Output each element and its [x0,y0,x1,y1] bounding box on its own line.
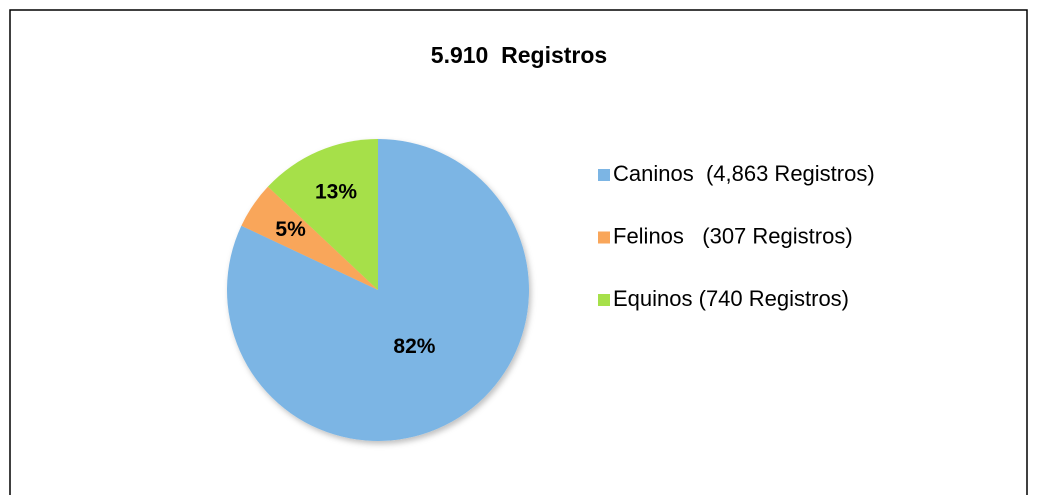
legend-swatch [598,169,610,181]
pie-slice [267,139,378,290]
legend-swatch [598,294,610,306]
pie [226,139,529,441]
legend-swatch [598,231,610,244]
data-label: 5% [275,218,306,241]
chart-title: 5.910 Registros [431,42,607,68]
data-label: 13% [315,181,357,204]
legend-label: Caninos (4,863 Registros) [613,161,875,186]
legend-label: Felinos (307 Registros) [613,223,853,248]
data-label: 82% [393,335,435,358]
legend-label: Equinos (740 Registros) [613,286,849,311]
pie-slice [241,186,378,290]
